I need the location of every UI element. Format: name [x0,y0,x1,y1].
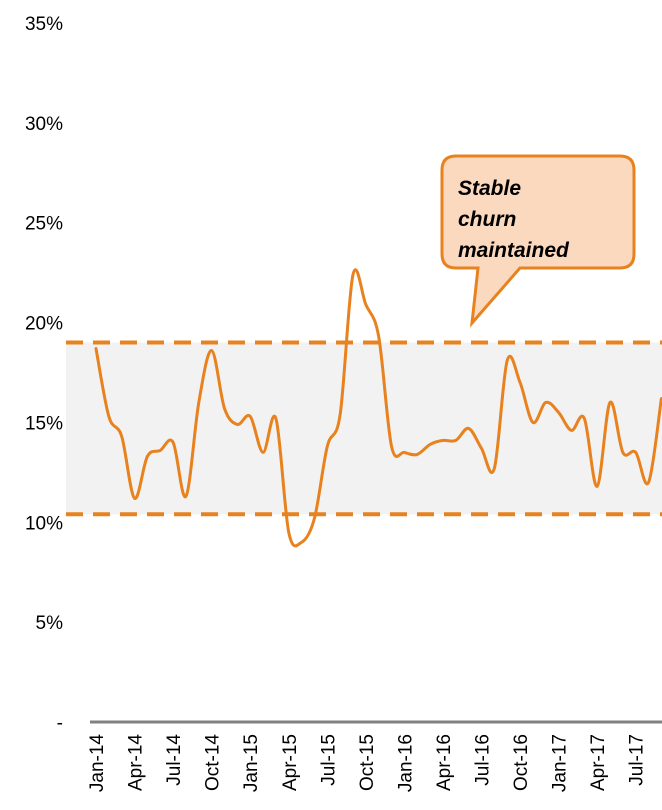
x-tick-label: Apr-15 [280,734,301,791]
churn-series-line [94,268,662,548]
y-tick-label: 10% [25,513,63,534]
x-tick-label: Apr-16 [434,734,455,791]
y-tick-label: 20% [25,314,63,335]
y-tick-label: 5% [36,613,64,634]
x-tick-label: Jul-17 [627,734,648,786]
x-tick-label: Oct-15 [357,734,378,791]
x-tick-label: Jan-15 [241,734,262,792]
x-tick-label: Jul-15 [318,734,339,786]
y-tick-label: - [57,713,63,734]
x-tick-label: Apr-17 [588,734,609,791]
x-tick-label: Oct-14 [203,734,224,791]
y-tick-label: 15% [25,413,63,434]
callout-line-3: maintained [458,239,570,262]
callout-line-1: Stable [458,177,521,200]
x-tick-label: Jan-17 [550,734,571,792]
x-tick-label: Jul-14 [164,734,185,786]
x-tick-label: Oct-16 [511,734,532,791]
callout-line-2: churn [458,208,516,231]
y-tick-label: 30% [25,114,63,135]
x-axis-ticks: Jan-14 Apr-14 Jul-14 Oct-14 Jan-15 Apr-15 Jul-… [87,734,648,793]
y-tick-label: 25% [25,214,63,235]
x-tick-label: Jan-16 [395,734,416,792]
x-tick-label: Apr-14 [126,734,147,791]
x-tick-label: Jul-16 [473,734,494,786]
x-tick-label: Jan-14 [87,734,108,793]
y-tick-label: 35% [25,14,63,35]
y-axis-ticks: - 5% 10% 15% 20% 25% 30% 35% [25,14,63,734]
callout-annotation: Stable churn maintained [440,154,636,328]
callout-bubble [440,154,636,328]
tolerance-band [66,342,662,515]
